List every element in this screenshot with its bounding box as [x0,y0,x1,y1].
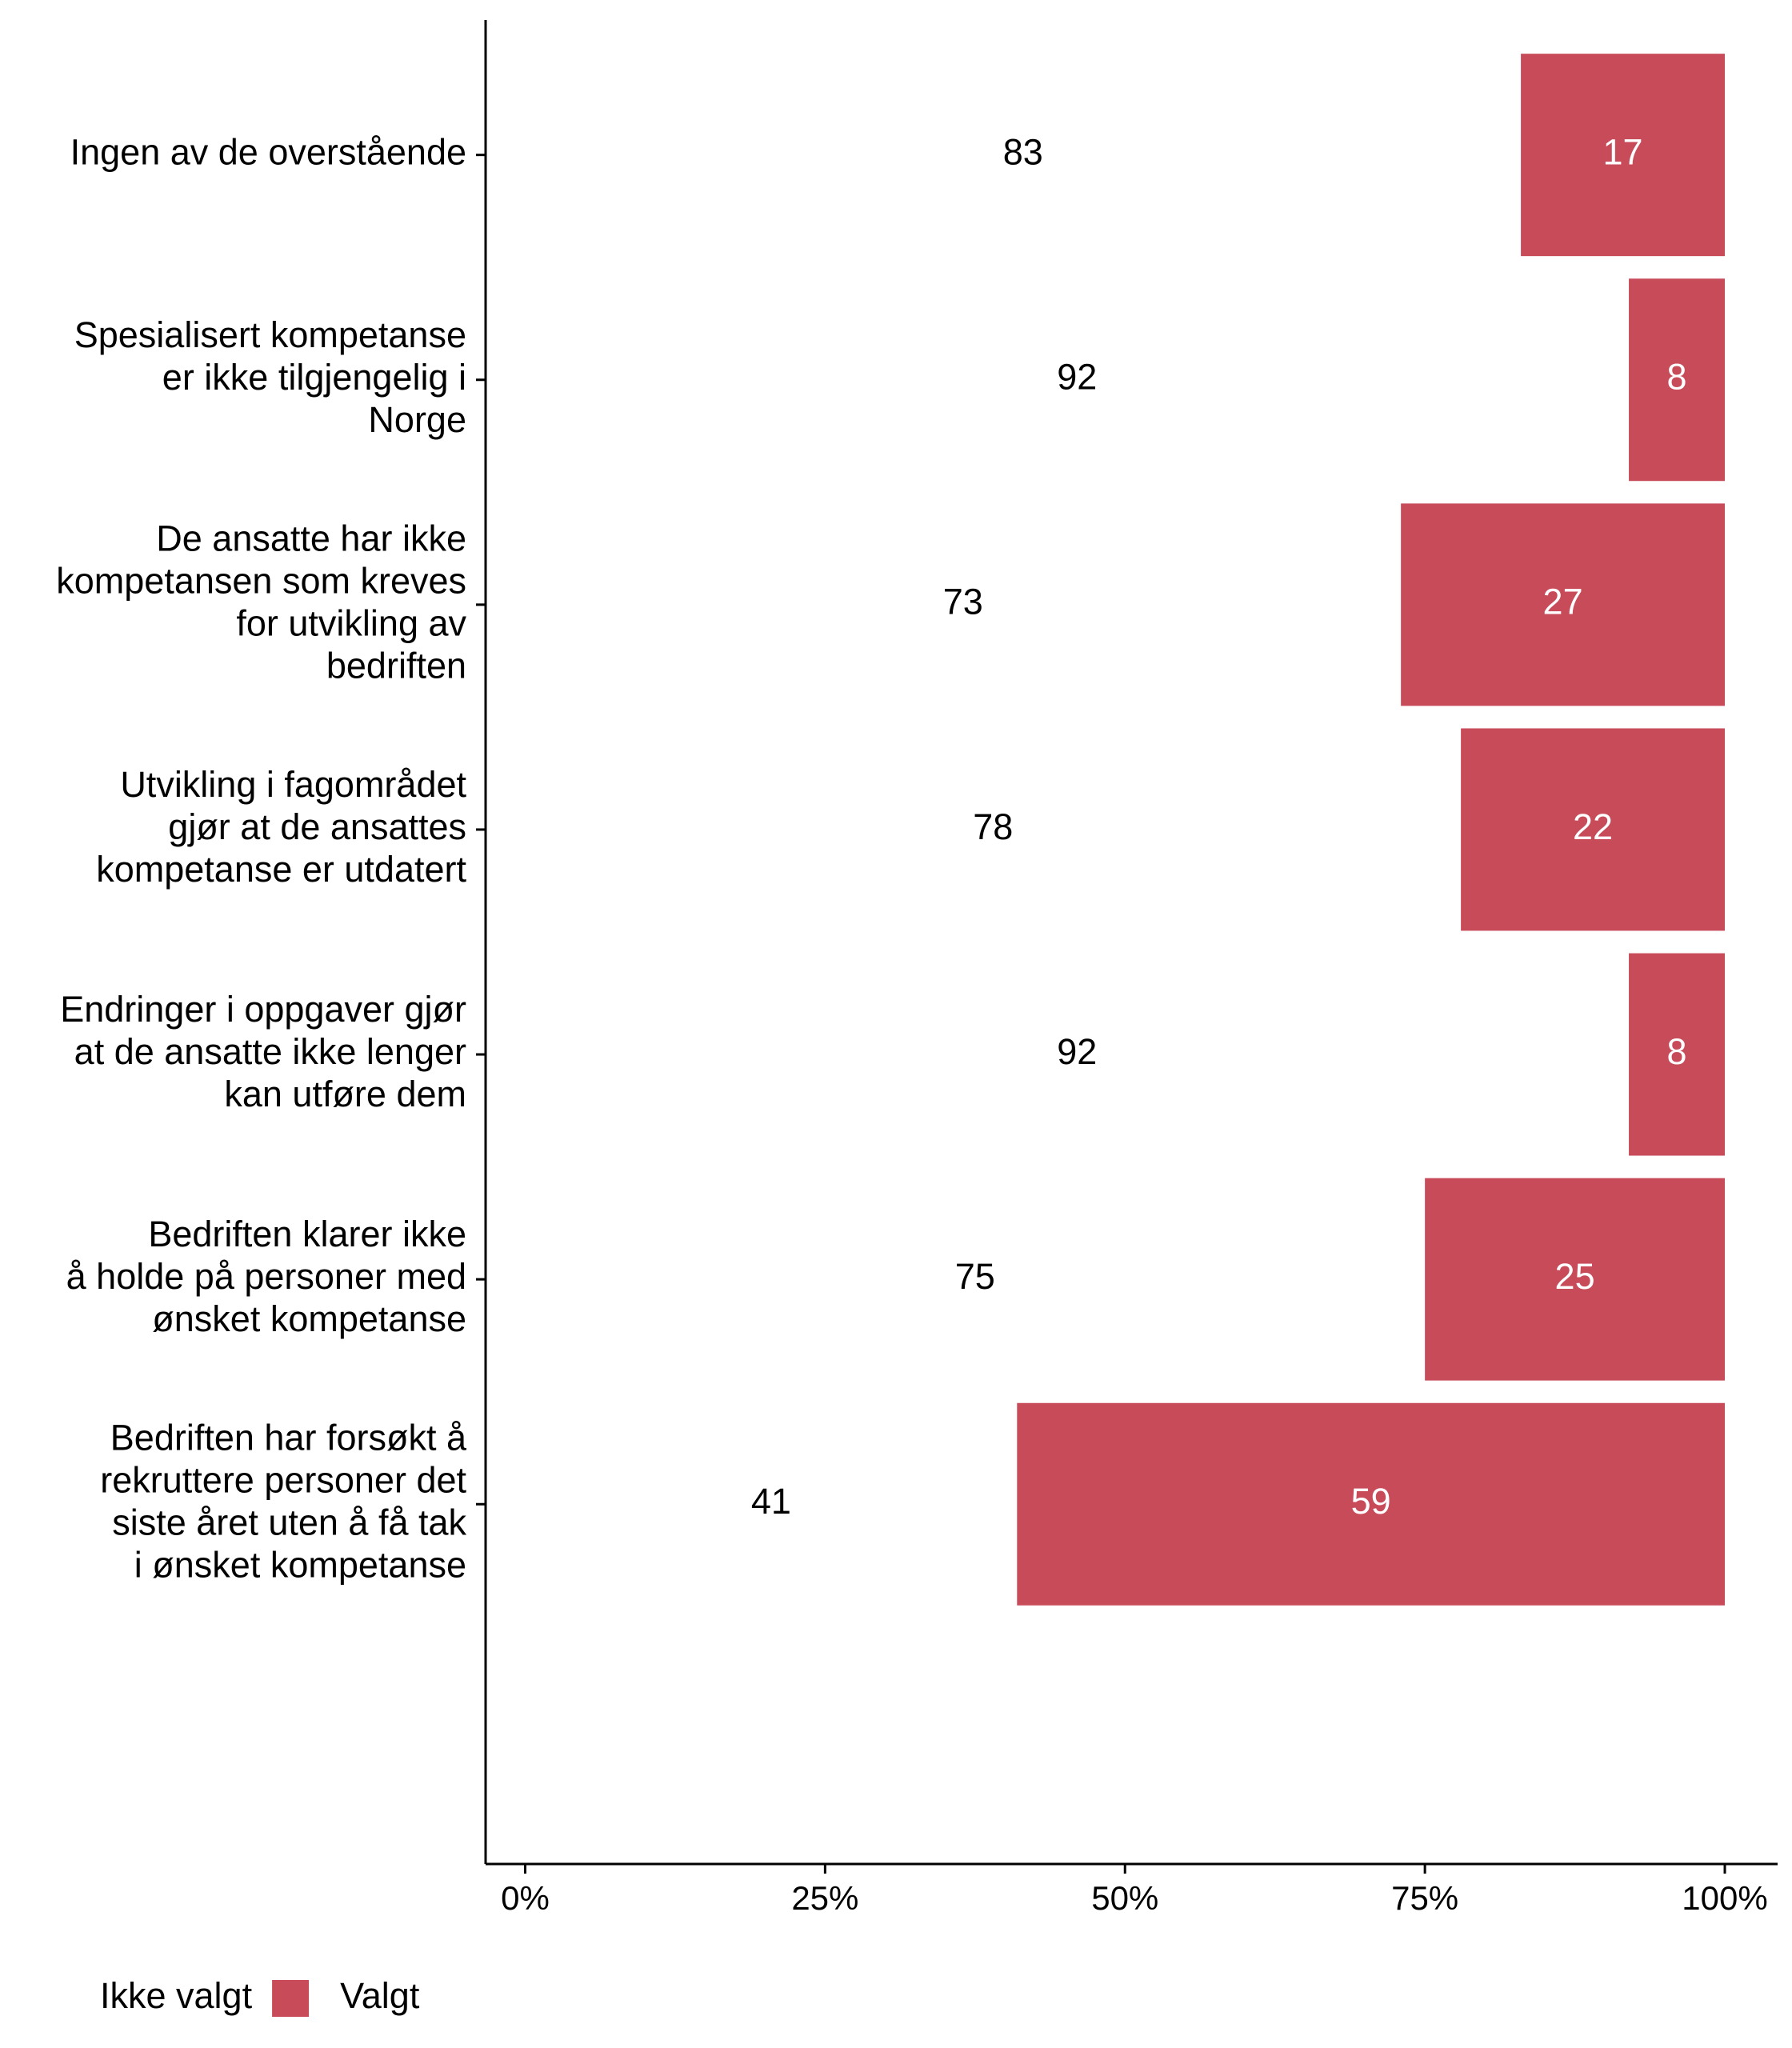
data-label: 83 [1003,132,1043,173]
y-tick-label: De ansatte har ikke kompetansen som kreve… [56,518,466,686]
x-tick-label: 100% [1682,1879,1767,1917]
bar [1401,503,1726,706]
data-label: 92 [1057,357,1097,398]
bar [1521,54,1726,257]
y-tick-label: Bedriften har forsøkt å rekruttere person… [100,1418,467,1586]
bar [1425,1178,1726,1381]
bar [525,278,1630,482]
data-label: 59 [1351,1481,1391,1522]
legend-label: Ikke valgt [100,1975,253,2016]
x-tick-label: 50% [1091,1879,1158,1917]
bar [525,1178,1426,1381]
data-label: 8 [1667,1031,1687,1072]
bar [525,503,1402,706]
bar [1461,728,1726,931]
data-label: 73 [943,582,983,622]
data-label: 17 [1603,132,1643,173]
y-tick-label: Endringer i oppgaver gjør at de ansatte i… [60,989,466,1114]
x-tick-label: 75% [1391,1879,1458,1917]
bar [1629,278,1726,482]
x-tick-label: 0% [501,1879,550,1917]
legend-key [32,1980,69,2017]
data-label: 22 [1573,806,1613,847]
y-tick-label: Utvikling i fagområdet gjør at de ansatte… [96,764,466,890]
bar [525,1402,1018,1606]
bar [1629,953,1726,1156]
legend-label: Valgt [340,1975,420,2016]
data-label: 41 [751,1481,791,1522]
data-label: 25 [1555,1256,1595,1297]
y-tick-label: Bedriften klarer ikke å holde på personer… [66,1214,466,1339]
legend-key [272,1980,310,2017]
bar [525,953,1630,1156]
bar [1017,1402,1726,1606]
bar [525,728,1462,931]
data-label: 27 [1543,582,1583,622]
data-label: 8 [1667,357,1687,398]
y-tick-label: Spesialisert kompetanse er ikke tilgjenge… [74,314,466,440]
y-tick-label: Ingen av de overstående [70,132,466,173]
x-tick-label: 25% [791,1879,858,1917]
data-label: 92 [1057,1031,1097,1072]
data-label: 75 [955,1256,995,1297]
bar [525,54,1522,257]
data-label: 78 [973,806,1013,847]
